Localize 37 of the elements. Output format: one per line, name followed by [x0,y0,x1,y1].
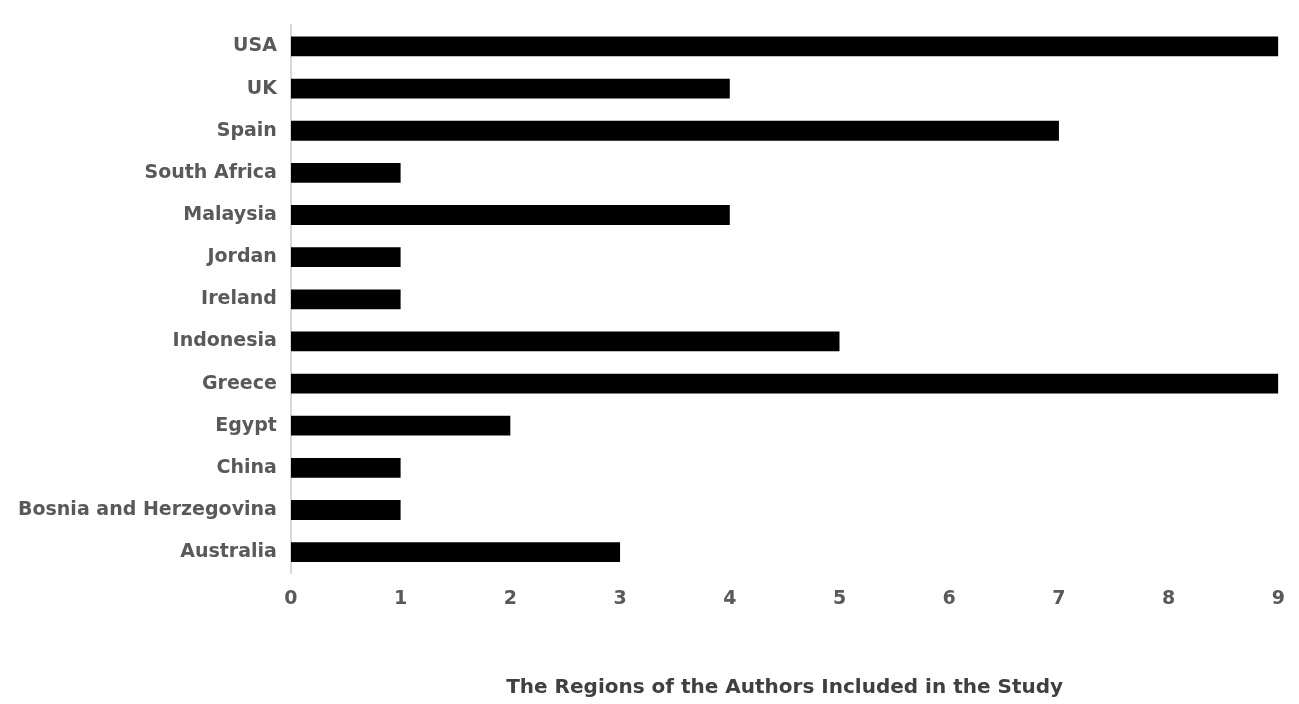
x-tick-label: 4 [723,585,737,608]
bar [290,289,401,310]
bar [290,415,511,436]
bar [290,78,730,99]
y-tick-label: China [216,454,277,477]
y-tick-label: UK [246,75,279,98]
x-tick-label: 5 [832,585,847,608]
bar [290,542,621,563]
bar [290,500,401,520]
x-tick-label: 3 [613,585,627,608]
x-tick-label: 8 [1162,585,1176,608]
bar [290,205,730,225]
y-tick-label: Bosnia and Herzegovina [17,496,277,519]
y-tick-label: USA [233,33,278,56]
y-tick-label: Egypt [215,412,277,435]
bar [290,120,1059,141]
x-tick-label: 9 [1271,585,1286,608]
x-tick-label: 6 [942,585,956,608]
bar [290,331,840,352]
bar [290,373,1279,394]
y-tick-label: Malaysia [183,201,277,224]
y-tick-label: Australia [180,539,277,562]
x-axis-title: The Regions of the Authors Included in the Study [506,674,1064,699]
x-tick-label: 1 [393,585,408,608]
bar [290,162,401,183]
y-tick-label: Spain [216,117,277,140]
x-tick-label: 7 [1052,585,1066,608]
y-tick-label: Greece [201,370,277,393]
y-tick-label: Jordan [205,244,277,267]
bar [290,457,401,478]
x-tick-label: 0 [284,585,298,608]
bar [290,36,1279,57]
x-tick-label: 2 [503,585,517,608]
y-tick-label: Indonesia [172,328,277,351]
y-tick-label: Ireland [201,286,277,309]
bar [290,247,401,268]
y-tick-label: South Africa [144,159,277,182]
